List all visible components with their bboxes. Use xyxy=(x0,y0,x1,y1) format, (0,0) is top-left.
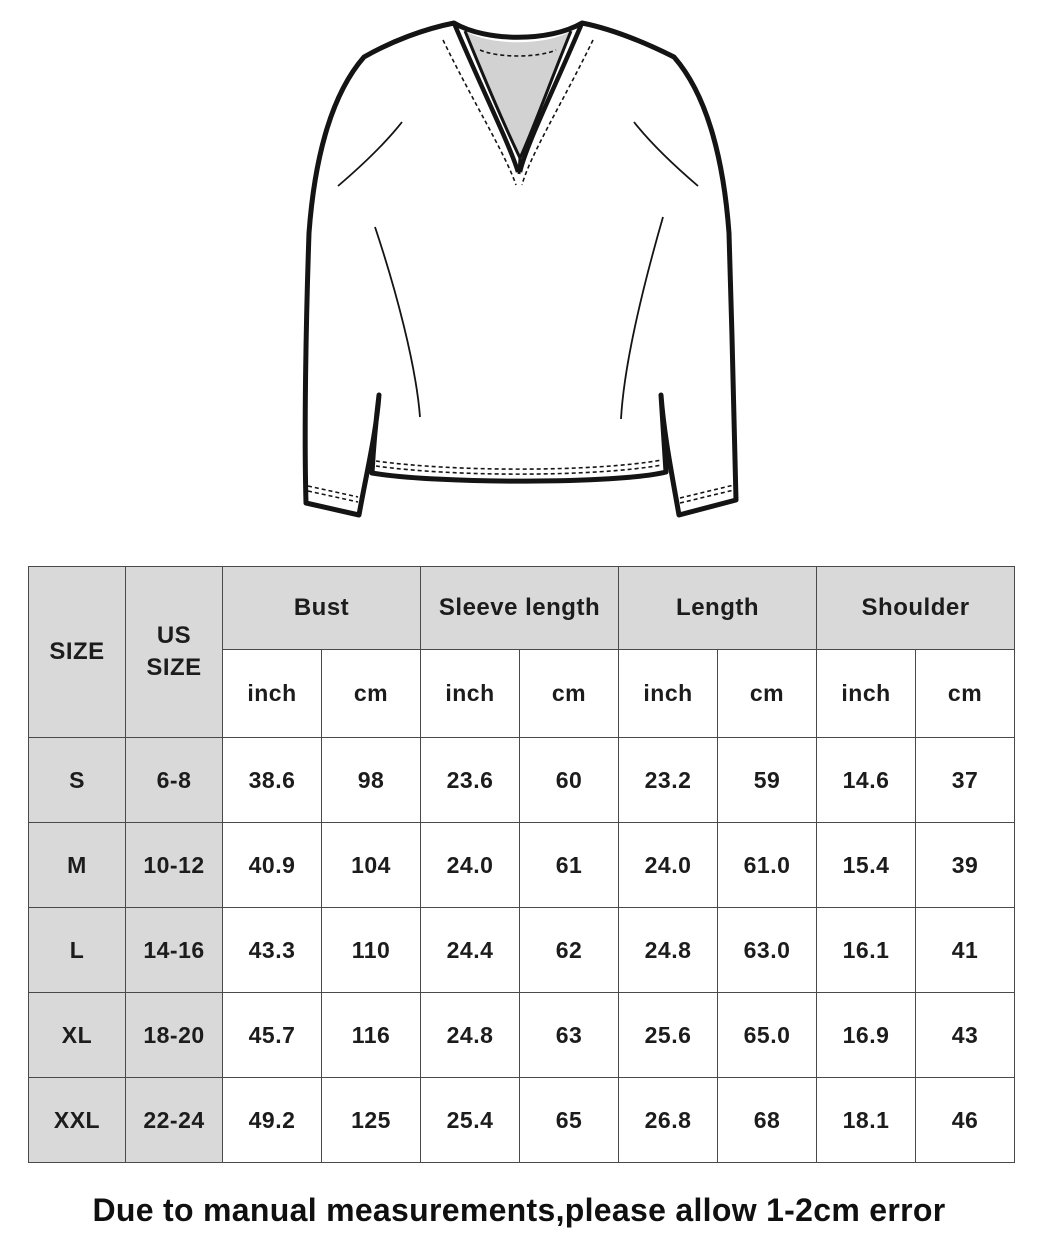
unit-header: inch xyxy=(816,649,917,738)
size-cell: M xyxy=(28,822,126,908)
value-cell: 65 xyxy=(518,1077,620,1163)
value-cell: 43 xyxy=(915,992,1016,1078)
table-row-xl: XL 18-20 45.7 116 24.8 63 25.6 65.0 16.9… xyxy=(28,992,1016,1078)
value-cell: 26.8 xyxy=(618,1077,719,1163)
value-cell: 23.6 xyxy=(420,737,520,823)
value-cell: 24.4 xyxy=(420,907,520,993)
crease-right-shoulder xyxy=(633,121,699,187)
collar-band-outer-edge-right xyxy=(517,22,585,173)
value-cell: 125 xyxy=(321,1077,421,1163)
vneck-shirt-drawing xyxy=(302,20,739,518)
size-table: SIZE US SIZE Bust Sleeve length Length S… xyxy=(28,566,1016,1163)
value-cell: 60 xyxy=(518,737,620,823)
value-cell: 45.7 xyxy=(222,992,322,1078)
size-cell: XXL xyxy=(28,1077,126,1163)
us-size-cell: 14-16 xyxy=(125,907,223,993)
value-cell: 16.1 xyxy=(816,907,917,993)
unit-header: cm xyxy=(321,649,421,738)
value-cell: 59 xyxy=(717,737,818,823)
hem-stitch-1 xyxy=(375,459,663,470)
value-cell: 49.2 xyxy=(222,1077,322,1163)
backneck-stitch xyxy=(479,49,557,57)
collar-v-notch xyxy=(517,157,522,175)
value-cell: 37 xyxy=(915,737,1016,823)
value-cell: 41 xyxy=(915,907,1016,993)
unit-header: inch xyxy=(420,649,520,738)
group-header-length: Length xyxy=(618,566,818,650)
group-header-sleeve-length: Sleeve length xyxy=(419,566,620,650)
value-cell: 24.0 xyxy=(420,822,520,908)
us-size-column-header: US SIZE xyxy=(125,566,223,738)
shirt-body-outline xyxy=(302,20,739,518)
value-cell: 43.3 xyxy=(222,907,322,993)
table-row-s: S 6-8 38.6 98 23.6 60 23.2 59 14.6 37 xyxy=(28,737,1016,823)
collar-band-outer-edge-left xyxy=(451,22,521,173)
cuff-stitch-left-2 xyxy=(307,490,359,503)
value-cell: 16.9 xyxy=(816,992,917,1078)
value-cell: 24.8 xyxy=(618,907,719,993)
value-cell: 110 xyxy=(321,907,421,993)
vneck-stitch-right xyxy=(521,39,594,186)
value-cell: 25.6 xyxy=(618,992,719,1078)
us-size-cell: 22-24 xyxy=(125,1077,223,1163)
collar-inner-fill xyxy=(465,31,571,158)
unit-header: cm xyxy=(915,649,1016,738)
value-cell: 15.4 xyxy=(816,822,917,908)
size-cell: L xyxy=(28,907,126,993)
value-cell: 68 xyxy=(717,1077,818,1163)
unit-header: inch xyxy=(222,649,322,738)
value-cell: 61 xyxy=(518,822,620,908)
cuff-stitch-right-1 xyxy=(679,484,735,499)
unit-header: cm xyxy=(717,649,818,738)
cuff-stitch-left-1 xyxy=(307,485,359,498)
size-cell: XL xyxy=(28,992,126,1078)
hem-stitch-2 xyxy=(375,464,663,475)
measurement-disclaimer: Due to manual measurements,please allow … xyxy=(92,1192,946,1228)
group-header-shoulder: Shoulder xyxy=(816,566,1016,650)
value-cell: 18.1 xyxy=(816,1077,917,1163)
value-cell: 24.0 xyxy=(618,822,719,908)
value-cell: 116 xyxy=(321,992,421,1078)
collar-band-inner-edge-left xyxy=(463,30,522,159)
value-cell: 65.0 xyxy=(717,992,818,1078)
crease-left-armhole xyxy=(374,226,421,418)
table-row-m: M 10-12 40.9 104 24.0 61 24.0 61.0 15.4 … xyxy=(28,822,1016,908)
table-row-l: L 14-16 43.3 110 24.4 62 24.8 63.0 16.1 … xyxy=(28,907,1016,993)
value-cell: 23.2 xyxy=(618,737,719,823)
unit-header: cm xyxy=(518,649,620,738)
value-cell: 104 xyxy=(321,822,421,908)
crease-left-shoulder xyxy=(337,121,403,187)
value-cell: 39 xyxy=(915,822,1016,908)
size-cell: S xyxy=(28,737,126,823)
value-cell: 62 xyxy=(518,907,620,993)
vneck-stitch-left xyxy=(442,39,517,186)
value-cell: 40.9 xyxy=(222,822,322,908)
cuff-stitch-right-2 xyxy=(679,489,735,504)
value-cell: 46 xyxy=(915,1077,1016,1163)
crease-right-armhole xyxy=(620,216,664,420)
us-size-cell: 6-8 xyxy=(125,737,223,823)
unit-header: inch xyxy=(618,649,719,738)
value-cell: 98 xyxy=(321,737,421,823)
value-cell: 14.6 xyxy=(816,737,917,823)
value-cell: 61.0 xyxy=(717,822,818,908)
garment-illustration xyxy=(284,0,754,548)
size-column-header: SIZE xyxy=(28,566,126,738)
value-cell: 24.8 xyxy=(420,992,520,1078)
group-header-bust: Bust xyxy=(222,566,421,650)
us-size-cell: 18-20 xyxy=(125,992,223,1078)
value-cell: 25.4 xyxy=(420,1077,520,1163)
table-row-xxl: XXL 22-24 49.2 125 25.4 65 26.8 68 18.1 … xyxy=(28,1077,1016,1163)
us-size-label: US SIZE xyxy=(146,621,202,681)
collar-band-inner-edge-right xyxy=(518,30,573,159)
value-cell: 38.6 xyxy=(222,737,322,823)
value-cell: 63 xyxy=(518,992,620,1078)
us-size-cell: 10-12 xyxy=(125,822,223,908)
value-cell: 63.0 xyxy=(717,907,818,993)
